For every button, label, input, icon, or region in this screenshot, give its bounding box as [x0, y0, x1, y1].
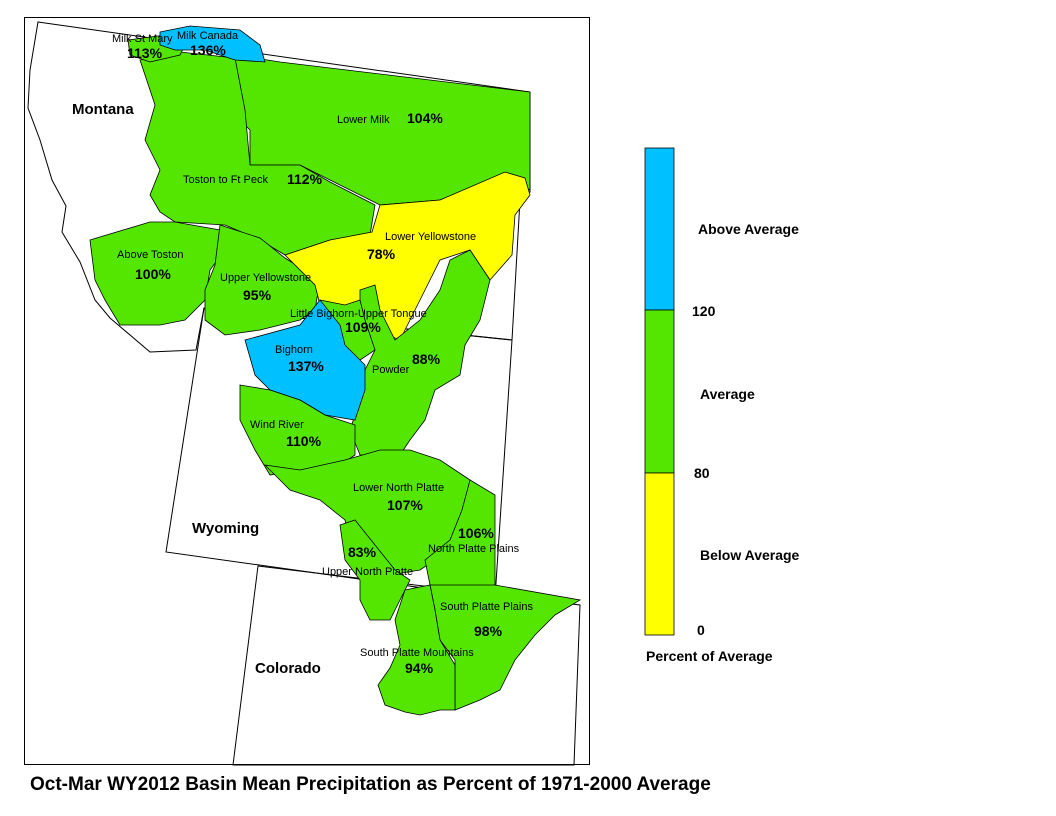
- basin-pct-milk-st-mary: 113%: [127, 45, 163, 61]
- basin-name-milk-canada: Milk Canada: [177, 30, 239, 42]
- map-caption: Oct-Mar WY2012 Basin Mean Precipitation …: [30, 774, 711, 795]
- legend-average-label: Average: [700, 386, 755, 402]
- basin-name-lower-yellowstone: Lower Yellowstone: [385, 231, 476, 243]
- basin-name-milk-st-mary: Milk St Mary: [112, 33, 173, 45]
- basin-pct-upper-north-platte: 83%: [348, 544, 377, 560]
- basin-pct-above-toston: 100%: [135, 266, 171, 282]
- basin-name-wind-river: Wind River: [250, 419, 304, 431]
- basin-name-lower-north-platte: Lower North Platte: [353, 482, 444, 494]
- basin-pct-south-platte-mountains: 94%: [405, 660, 434, 676]
- legend-below-label: Below Average: [700, 547, 800, 563]
- legend-title: Percent of Average: [646, 648, 773, 664]
- basin-name-upper-north-platte: Upper North Platte: [322, 566, 413, 578]
- basin-name-upper-yellowstone: Upper Yellowstone: [220, 272, 311, 284]
- basin-name-bighorn: Bighorn: [275, 344, 313, 356]
- basin-polygons: [89, 25, 582, 716]
- legend-above-label: Above Average: [698, 221, 799, 237]
- basin-name-lower-milk: Lower Milk: [337, 114, 390, 126]
- legend-tick-0: 0: [697, 622, 705, 638]
- basin-pct-wind-river: 110%: [286, 433, 322, 449]
- legend-swatch-below: [644, 472, 675, 636]
- legend-swatch-above: [644, 147, 675, 311]
- basin-name-north-platte-plains: North Platte Plains: [428, 543, 520, 555]
- basin-pct-south-platte-plains: 98%: [474, 623, 503, 639]
- basin-pct-upper-yellowstone: 95%: [243, 287, 272, 303]
- basin-pct-powder: 88%: [412, 351, 441, 367]
- basin-name-powder: Powder: [372, 364, 410, 376]
- basin-south-platte-mountains: [377, 584, 456, 716]
- basin-name-above-toston: Above Toston: [117, 249, 183, 261]
- basin-name-toston-ft-peck: Toston to Ft Peck: [183, 174, 268, 186]
- basin-pct-milk-canada: 136%: [190, 42, 226, 58]
- basin-pct-north-platte-plains: 106%: [458, 525, 494, 541]
- basin-name-little-bighorn: Little Bighorn-Upper Tongue: [290, 308, 427, 320]
- legend: Above Average Average Below Average 120 …: [644, 147, 800, 664]
- legend-swatch-average: [644, 309, 675, 474]
- state-label-wyoming: Wyoming: [192, 520, 259, 537]
- basin-upper-north-platte: [339, 519, 411, 621]
- state-label-colorado: Colorado: [255, 660, 321, 677]
- basin-milk-canada: [159, 25, 266, 63]
- basin-pct-lower-yellowstone: 78%: [367, 246, 396, 262]
- basin-pct-toston-ft-peck: 112%: [287, 171, 323, 187]
- basin-name-south-platte-mountains: South Platte Mountains: [360, 647, 474, 659]
- legend-tick-120: 120: [692, 303, 716, 319]
- legend-tick-80: 80: [694, 465, 710, 481]
- basin-pct-lower-milk: 104%: [407, 110, 443, 126]
- basin-pct-little-bighorn: 109%: [345, 319, 381, 335]
- state-label-montana: Montana: [72, 101, 134, 118]
- basin-name-south-platte-plains: South Platte Plains: [440, 601, 533, 613]
- basin-pct-lower-north-platte: 107%: [387, 497, 423, 513]
- basin-pct-bighorn: 137%: [288, 358, 324, 374]
- basin-upper-yellowstone: [204, 224, 321, 336]
